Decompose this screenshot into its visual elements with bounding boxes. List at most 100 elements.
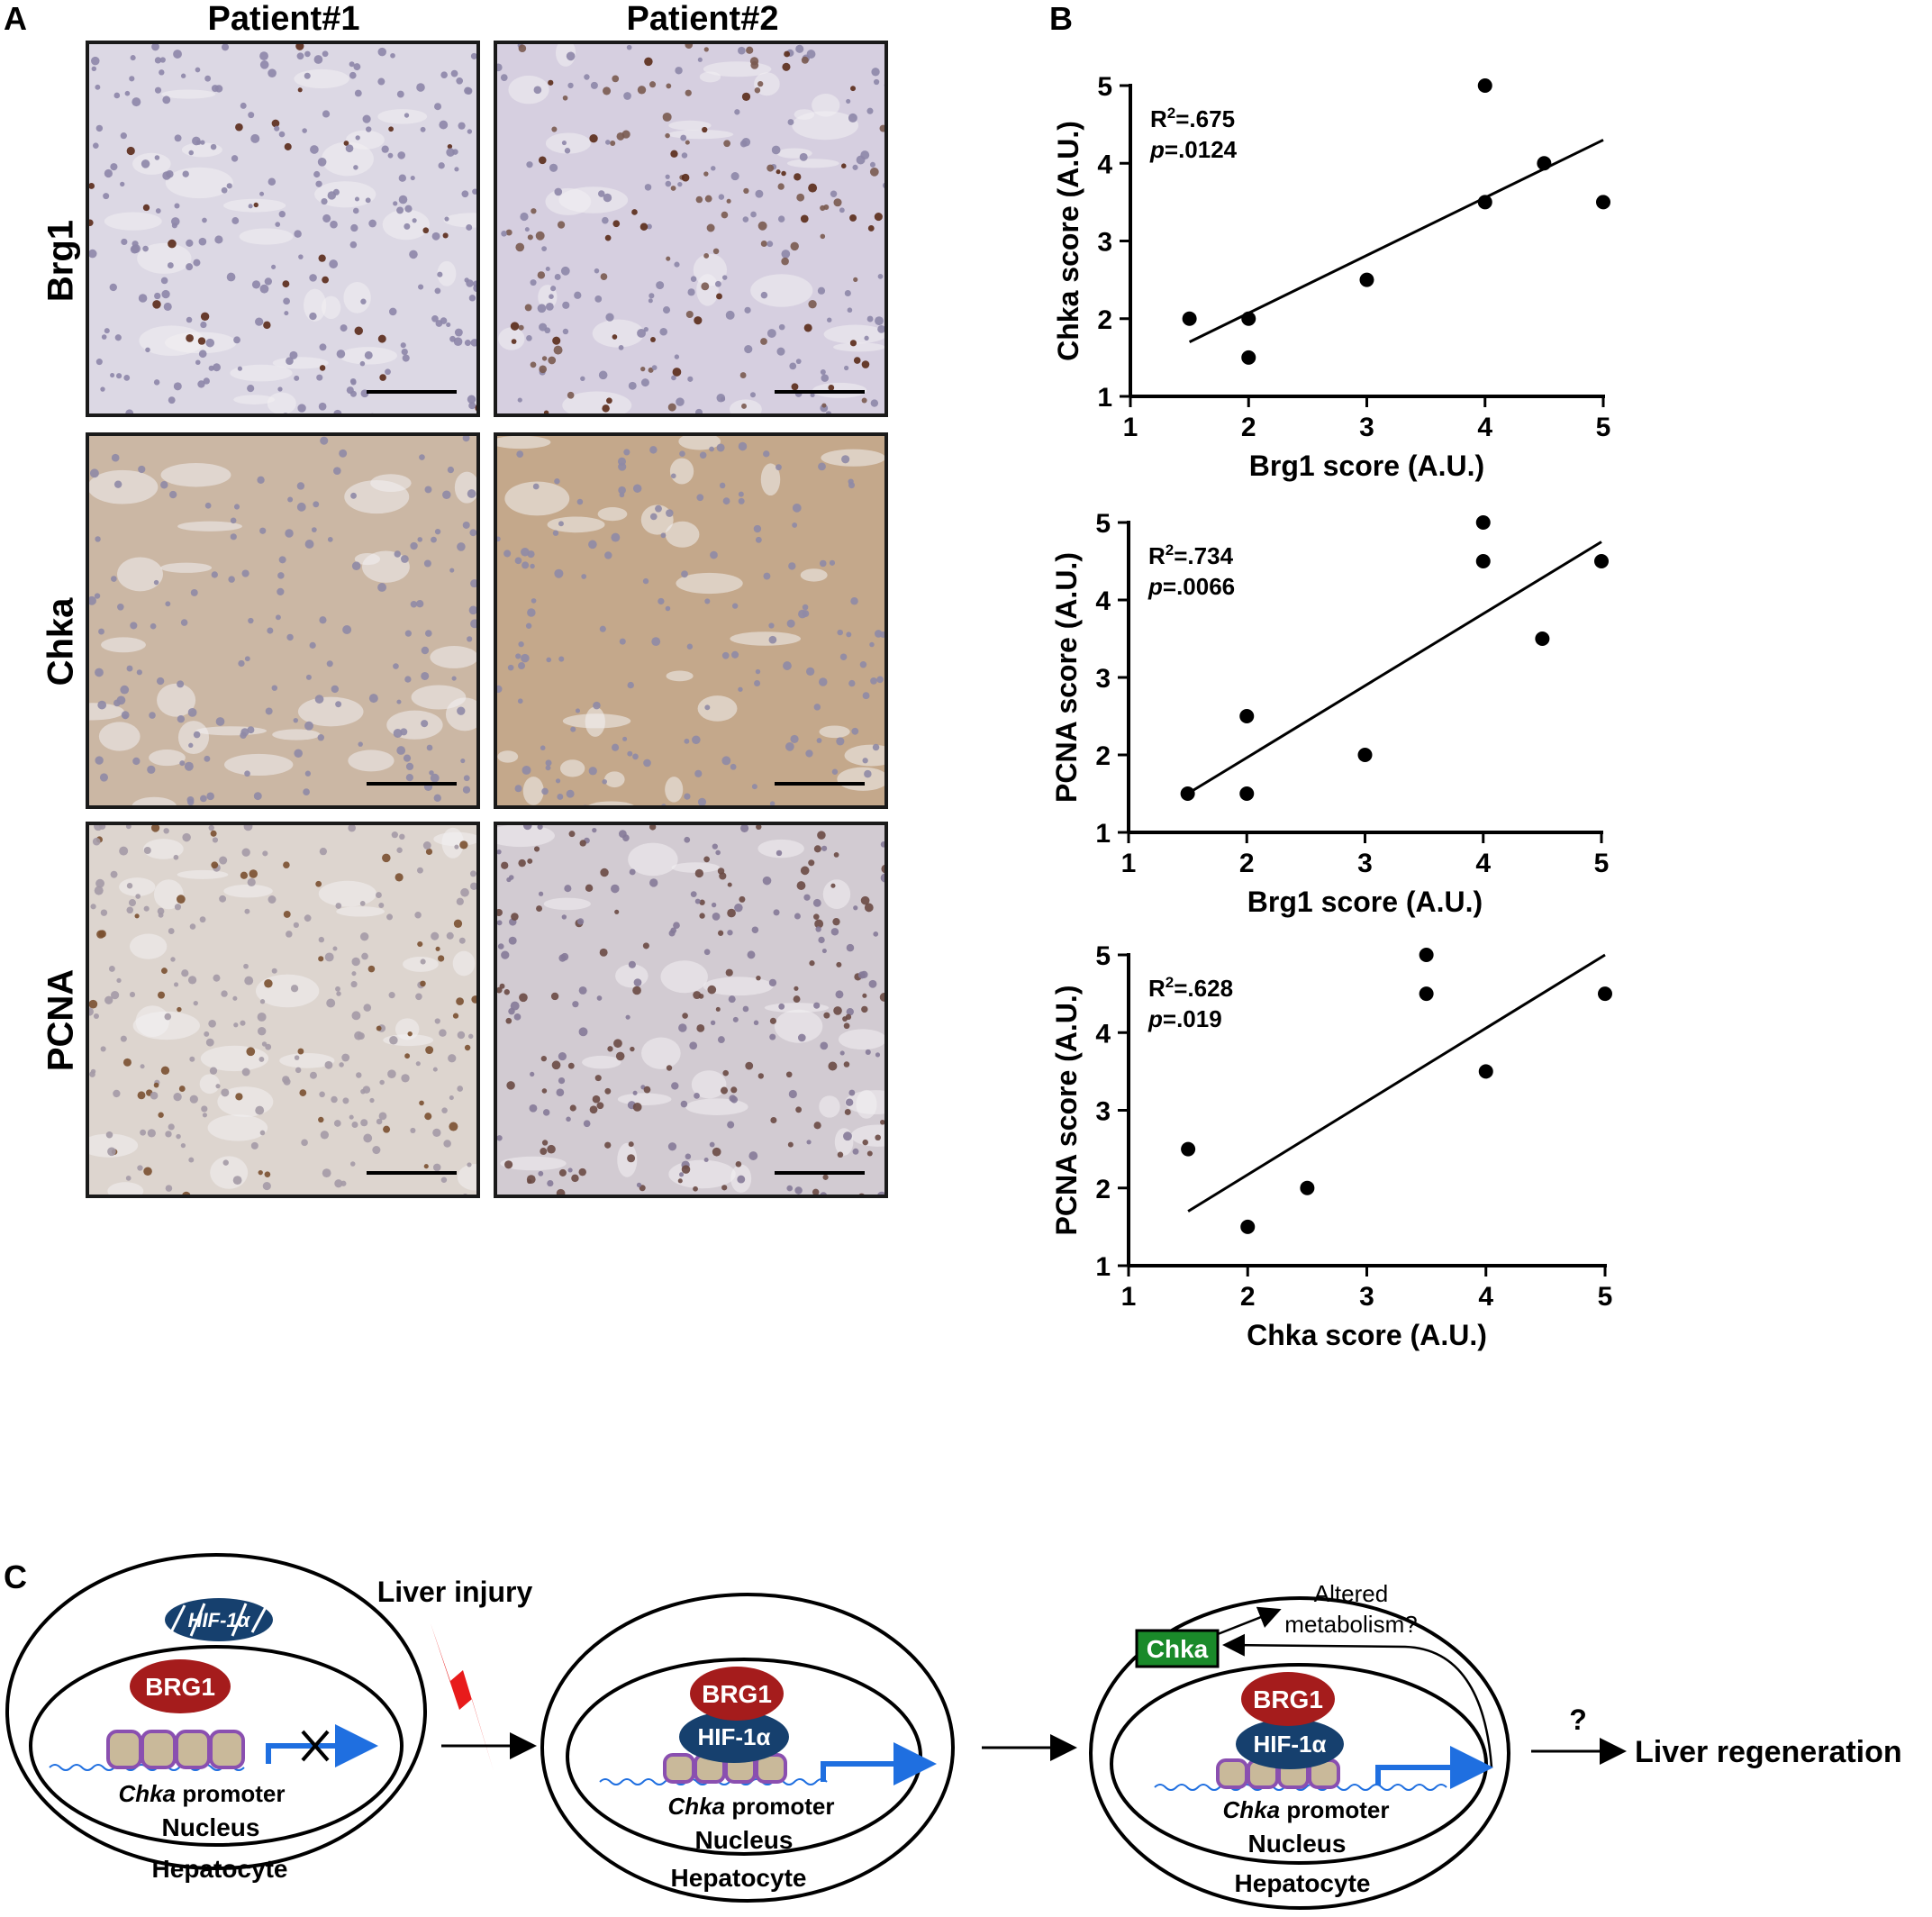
data-point bbox=[1182, 311, 1197, 326]
row-label-brg1: Brg1 bbox=[41, 219, 81, 303]
panel-c-letter: C bbox=[4, 1558, 27, 1595]
promoter-label: Chka promoter bbox=[1223, 1796, 1390, 1823]
r-squared-label: R2=.628 bbox=[1148, 974, 1233, 1002]
metabolism-arrow bbox=[1217, 1606, 1282, 1636]
x-tick-label: 5 bbox=[1598, 1282, 1612, 1312]
regression-line bbox=[1186, 541, 1602, 795]
data-point bbox=[1359, 272, 1374, 287]
scatter-plots: 1 2 3 4 5 1 2 3 4 5 Brg1 score (A.U.) Chka score (A… bbox=[1050, 72, 1612, 1351]
p-value-label: p=.0124 bbox=[1149, 136, 1238, 163]
x-tick-label: 1 bbox=[1123, 413, 1138, 442]
hepatocyte-label: Hepatocyte bbox=[671, 1864, 807, 1892]
promoter-label: Chka promoter bbox=[119, 1780, 286, 1807]
cell-2: HIF-1α BRG1 Chka promoter Nucleus Hepato… bbox=[540, 1593, 955, 1903]
hif-faded-oval: HIF-1α bbox=[165, 1598, 273, 1641]
data-point bbox=[1594, 554, 1609, 568]
brg1-label: BRG1 bbox=[702, 1680, 772, 1708]
brg1-oval: BRG1 bbox=[130, 1659, 231, 1713]
y-tick-label: 1 bbox=[1095, 1252, 1111, 1282]
y-axis-label: Chka score (A.U.) bbox=[1052, 121, 1084, 361]
hif-faded-label: HIF-1α bbox=[188, 1609, 251, 1631]
x-tick-label: 2 bbox=[1240, 1282, 1256, 1312]
brg1-label: BRG1 bbox=[1253, 1685, 1323, 1713]
x-axis-label: Chka score (A.U.) bbox=[1247, 1319, 1487, 1351]
data-point bbox=[1535, 631, 1550, 646]
hif-label: HIF-1α bbox=[1254, 1731, 1327, 1758]
data-point bbox=[1596, 195, 1610, 210]
y-tick-label: 4 bbox=[1095, 1019, 1111, 1049]
regression-line bbox=[1187, 953, 1606, 1213]
data-point bbox=[1300, 1180, 1315, 1195]
data-point bbox=[1239, 786, 1255, 801]
hepatocyte-outline bbox=[5, 1553, 427, 1870]
x-tick-label: 5 bbox=[1596, 413, 1611, 442]
data-point bbox=[1241, 311, 1256, 326]
p-value-label: p=.0066 bbox=[1147, 573, 1235, 600]
micrograph-brg1-patient-1 bbox=[86, 41, 480, 417]
lightning-icon bbox=[431, 1623, 494, 1771]
x-axis-label: Brg1 score (A.U.) bbox=[1247, 886, 1483, 918]
x-tick-label: 3 bbox=[1359, 1282, 1374, 1312]
question-mark: ? bbox=[1569, 1703, 1587, 1736]
row-label-pcna: PCNA bbox=[41, 968, 81, 1072]
brg1-oval: BRG1 bbox=[690, 1667, 784, 1721]
x-tick-label: 3 bbox=[1359, 413, 1374, 442]
data-point bbox=[1181, 1141, 1196, 1157]
panel-b-letter: B bbox=[1049, 0, 1073, 37]
y-tick-label: 5 bbox=[1095, 509, 1111, 539]
x-tick-label: 1 bbox=[1121, 849, 1137, 878]
y-tick-label: 2 bbox=[1095, 741, 1111, 771]
altered-label-1: Altered bbox=[1314, 1580, 1388, 1607]
x-tick-label: 4 bbox=[1475, 849, 1491, 878]
liver-regeneration-label: Liver regeneration bbox=[1635, 1735, 1902, 1769]
chka-box-label: Chka bbox=[1147, 1635, 1209, 1663]
tss-arrow bbox=[1375, 1746, 1493, 1789]
brg1-oval: BRG1 bbox=[1241, 1672, 1335, 1726]
hepatocyte-outline bbox=[540, 1593, 955, 1903]
data-point bbox=[1477, 195, 1492, 210]
y-tick-label: 1 bbox=[1095, 819, 1111, 849]
x-tick-label: 1 bbox=[1121, 1282, 1137, 1312]
nucleus-label: Nucleus bbox=[695, 1826, 794, 1854]
data-point bbox=[1477, 78, 1492, 93]
data-point bbox=[1239, 709, 1255, 723]
x-tick-label: 4 bbox=[1478, 1282, 1493, 1312]
mechanism-schematic: HIF-1α BRG1 Chka promoter Nucleus Hepato… bbox=[5, 1553, 1902, 1910]
block-x-icon bbox=[301, 1730, 330, 1762]
p-value-label: p=.019 bbox=[1147, 1005, 1222, 1032]
y-tick-label: 3 bbox=[1095, 1097, 1111, 1127]
x-tick-label: 3 bbox=[1357, 849, 1373, 878]
brg1-label: BRG1 bbox=[145, 1673, 215, 1701]
r-squared-label: R2=.675 bbox=[1150, 104, 1235, 132]
y-tick-label: 5 bbox=[1097, 72, 1112, 102]
data-point bbox=[1357, 748, 1373, 762]
hepatocyte-outline bbox=[1089, 1596, 1510, 1910]
data-point bbox=[1419, 948, 1434, 962]
y-tick-label: 2 bbox=[1095, 1175, 1111, 1204]
y-axis-label: PCNA score (A.U.) bbox=[1050, 552, 1083, 803]
data-point bbox=[1598, 986, 1612, 1002]
x-tick-label: 5 bbox=[1594, 849, 1610, 878]
hepatocyte-label: Hepatocyte bbox=[152, 1855, 288, 1883]
data-point bbox=[1475, 515, 1491, 530]
micrograph-brg1-patient-2 bbox=[494, 41, 888, 417]
cell-3: Chka Altered metabolism? HIF-1α BRG1 Chk… bbox=[1089, 1580, 1510, 1910]
nucleosomes bbox=[106, 1730, 245, 1769]
data-point bbox=[1478, 1064, 1493, 1079]
liver-injury-label: Liver injury bbox=[377, 1576, 533, 1608]
data-point bbox=[1240, 1219, 1256, 1234]
cell-1: HIF-1α BRG1 Chka promoter Nucleus Hepato… bbox=[5, 1553, 427, 1883]
x-tick-label: 2 bbox=[1241, 413, 1256, 442]
nucleus-label: Nucleus bbox=[1248, 1830, 1347, 1858]
y-tick-label: 4 bbox=[1095, 586, 1111, 616]
micrograph-pcna-patient-1 bbox=[86, 822, 480, 1198]
y-tick-label: 5 bbox=[1095, 941, 1111, 971]
x-tick-label: 2 bbox=[1239, 849, 1255, 878]
dna-wave bbox=[1154, 1784, 1447, 1791]
nucleus-outline bbox=[29, 1645, 404, 1847]
hif-oval: HIF-1α bbox=[1236, 1719, 1344, 1769]
data-point bbox=[1537, 156, 1552, 171]
nucleus-label: Nucleus bbox=[162, 1813, 260, 1841]
y-tick-label: 3 bbox=[1097, 228, 1112, 258]
hif-label: HIF-1α bbox=[698, 1723, 771, 1750]
